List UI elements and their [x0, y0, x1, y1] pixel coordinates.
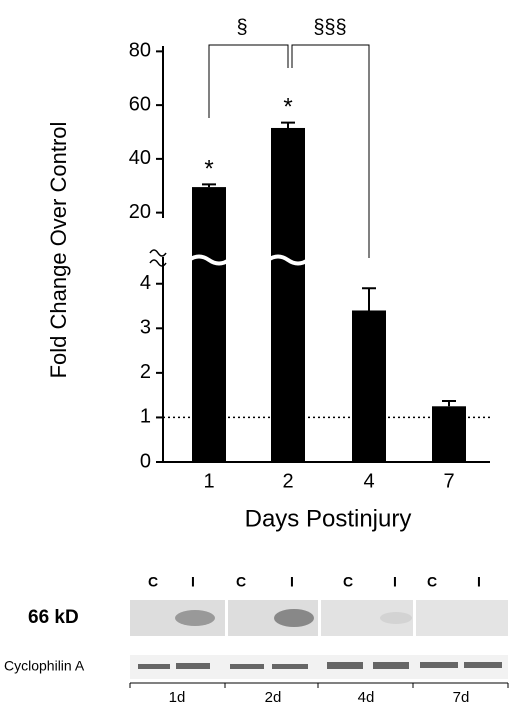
bar: [271, 128, 305, 462]
timepoint-label: 1d: [169, 689, 186, 706]
band: [380, 612, 412, 624]
lane-label: I: [477, 574, 481, 590]
annotation: §: [236, 16, 247, 38]
y-tick-label: 4: [140, 272, 151, 294]
y-tick-label: 60: [129, 93, 151, 115]
error-bar: [281, 123, 295, 128]
y-axis-label: Fold Change Over Control: [46, 122, 71, 379]
lane-label: C: [343, 574, 353, 590]
timepoint-label: 7d: [453, 689, 470, 706]
x-tick-label: 4: [363, 470, 374, 492]
error-bar: [362, 288, 376, 310]
x-tick-label: 2: [282, 470, 293, 492]
band: [274, 609, 314, 627]
timepoint-label: 4d: [358, 689, 375, 706]
lane-label: C: [148, 574, 158, 590]
row-label: 66 kD: [28, 607, 79, 628]
lane-label: C: [236, 574, 246, 590]
blot: [130, 600, 508, 688]
lane-label: I: [393, 574, 397, 590]
y-tick-label: 3: [140, 317, 151, 339]
band: [175, 610, 215, 626]
y-tick-label: 0: [140, 450, 151, 472]
lane-label: C: [427, 574, 437, 590]
x-axis-label: Days Postinjury: [245, 505, 412, 532]
blot-panel: [416, 600, 508, 636]
timepoint-label: 2d: [265, 689, 282, 706]
y-tick-label: 2: [140, 361, 151, 383]
bar: [192, 187, 226, 462]
row-label: Cyclophilin A: [4, 658, 85, 674]
x-tick-label: 1: [203, 470, 214, 492]
lane-label: I: [191, 574, 195, 590]
bar: [352, 310, 386, 462]
y-tick-label: 80: [129, 40, 151, 62]
y-tick-label: 20: [129, 201, 151, 223]
error-bar: [442, 401, 456, 406]
x-tick-label: 7: [443, 470, 454, 492]
error-bar: [202, 184, 216, 187]
annotation: *: [283, 93, 292, 120]
bracket: [209, 45, 288, 118]
y-tick-label: 1: [140, 406, 151, 428]
y-tick-label: 40: [129, 147, 151, 169]
figure: Fold Change Over Control Days Postinjury…: [0, 0, 509, 709]
annotation: §§§: [313, 16, 346, 38]
lane-label: I: [290, 574, 294, 590]
bar: [432, 406, 466, 462]
annotation: *: [204, 155, 213, 182]
